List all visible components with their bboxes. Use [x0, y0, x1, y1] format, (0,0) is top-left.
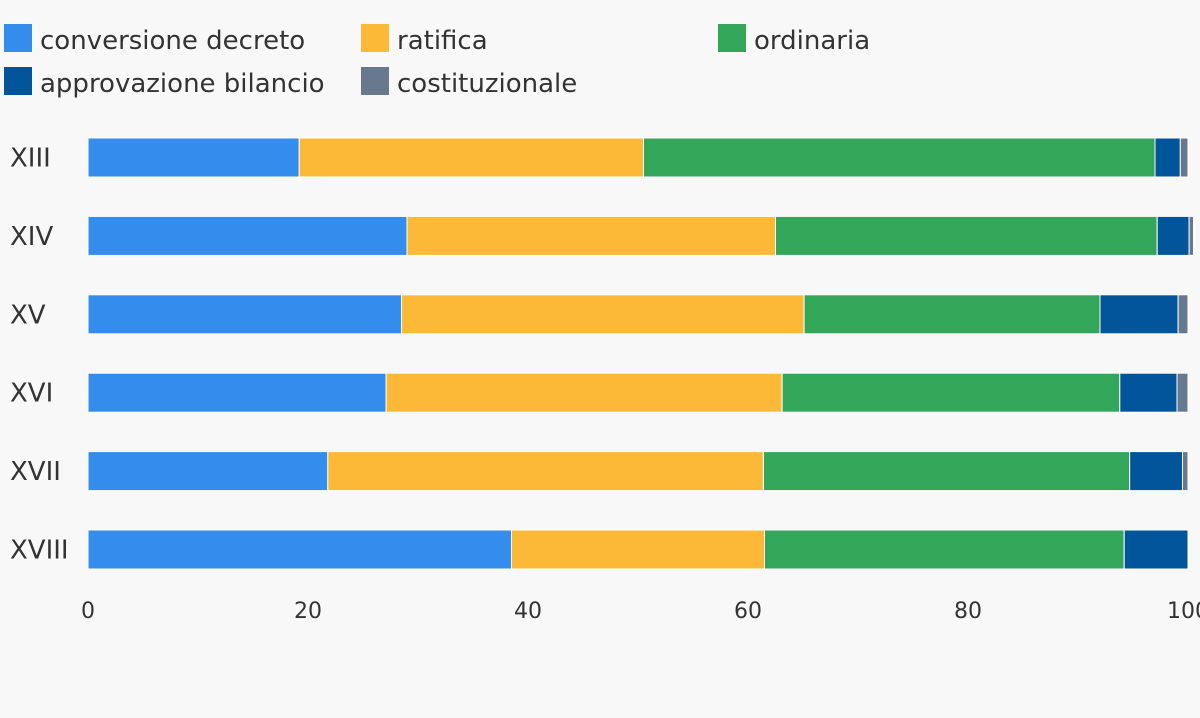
legend-label: costituzionale	[397, 69, 577, 99]
x-tick-label: 40	[514, 599, 542, 624]
bar-segment-conversione-decreto	[87, 215, 408, 256]
x-tick-label: 60	[734, 599, 762, 624]
bar-segment-approvazione-bilancio	[1156, 215, 1190, 256]
x-tick-label: 20	[294, 599, 322, 624]
category-label: XIII	[10, 144, 51, 174]
bar-segment-ordinaria	[775, 215, 1158, 256]
x-tick-label: 80	[954, 599, 982, 624]
legend-item-conversione-decreto: conversione decreto	[4, 24, 305, 56]
bar-segment-approvazione-bilancio	[1123, 529, 1189, 570]
bar-segment-ordinaria	[762, 451, 1131, 492]
legend: conversione decreto ratifica ordinaria appr…	[4, 24, 870, 99]
bar-segment-ordinaria	[643, 137, 1156, 178]
bar-segment-ratifica	[327, 451, 764, 492]
legend-swatch	[718, 24, 746, 52]
bar-segment-ratifica	[401, 294, 805, 335]
category-label: XIV	[10, 222, 53, 252]
x-tick-label: 0	[81, 599, 95, 624]
bar-segment-costituzionale	[1188, 215, 1194, 256]
category-label: XVII	[10, 457, 61, 487]
bar-segment-conversione-decreto	[87, 529, 512, 570]
legend-swatch	[361, 24, 389, 52]
x-axis-ticks: 0 20 40 60 80 100	[81, 599, 1200, 624]
bar-segment-approvazione-bilancio	[1154, 137, 1181, 178]
category-label: XVIII	[10, 536, 69, 566]
bar-segment-approvazione-bilancio	[1099, 294, 1179, 335]
category-label: XVI	[10, 379, 53, 409]
legend-label: ratifica	[397, 26, 488, 56]
legend-label: approvazione bilancio	[40, 69, 325, 99]
legend-label: conversione decreto	[40, 26, 305, 56]
bar-segment-ratifica	[298, 137, 644, 178]
bar-segment-approvazione-bilancio	[1119, 372, 1178, 413]
bar-segment-conversione-decreto	[87, 372, 387, 413]
bar-segment-conversione-decreto	[87, 137, 300, 178]
bar-segment-approvazione-bilancio	[1129, 451, 1183, 492]
bar-segment-ratifica	[511, 529, 765, 570]
legend-item-ratifica: ratifica	[361, 24, 488, 56]
bar-segment-costituzionale	[1177, 294, 1189, 335]
bar-row-xviii	[87, 529, 1189, 570]
bar-segment-ratifica	[406, 215, 776, 256]
legend-label: ordinaria	[754, 26, 870, 56]
bar-segment-ordinaria	[803, 294, 1101, 335]
bar-segment-ordinaria	[781, 372, 1121, 413]
bar-row-xiii	[87, 137, 1189, 178]
bar-row-xv	[87, 294, 1189, 335]
legend-item-approvazione-bilancio: approvazione bilancio	[4, 67, 325, 99]
category-label: XV	[10, 300, 46, 330]
category-labels: XIII XIV XV XVI XVII XVIII	[10, 144, 69, 566]
bar-segment-ordinaria	[764, 529, 1125, 570]
legend-item-ordinaria: ordinaria	[718, 24, 870, 56]
x-tick-label: 100	[1167, 599, 1200, 624]
bar-segment-costituzionale	[1176, 372, 1189, 413]
bar-row-xiv	[87, 215, 1194, 256]
bars	[87, 137, 1194, 570]
bar-segment-costituzionale	[1179, 137, 1189, 178]
bar-segment-conversione-decreto	[87, 294, 402, 335]
legend-swatch	[4, 24, 32, 52]
bar-row-xvii	[87, 451, 1189, 492]
legend-swatch	[361, 67, 389, 95]
bar-segment-costituzionale	[1182, 451, 1189, 492]
legend-item-costituzionale: costituzionale	[361, 67, 577, 99]
legend-swatch	[4, 67, 32, 95]
bar-segment-ratifica	[385, 372, 783, 413]
bar-row-xvi	[87, 372, 1189, 413]
bar-segment-conversione-decreto	[87, 451, 329, 492]
